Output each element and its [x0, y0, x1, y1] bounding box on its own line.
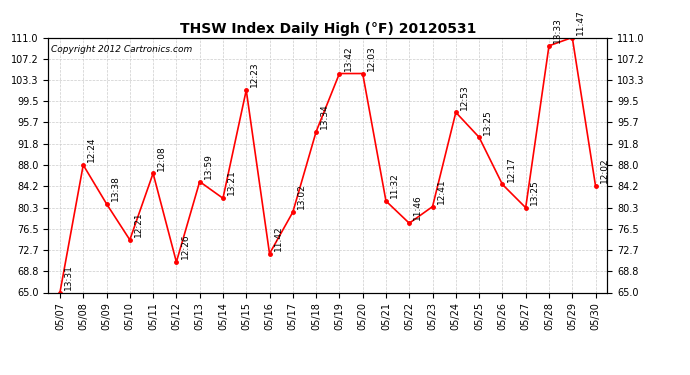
Title: THSW Index Daily High (°F) 20120531: THSW Index Daily High (°F) 20120531 [179, 22, 476, 36]
Text: 12:26: 12:26 [181, 234, 190, 259]
Text: 12:21: 12:21 [134, 211, 143, 237]
Text: 12:23: 12:23 [250, 62, 259, 87]
Text: 13:02: 13:02 [297, 184, 306, 209]
Text: 12:53: 12:53 [460, 84, 469, 110]
Text: 13:25: 13:25 [530, 179, 539, 205]
Text: 12:41: 12:41 [437, 178, 446, 204]
Text: 12:08: 12:08 [157, 145, 166, 171]
Text: 13:21: 13:21 [227, 170, 236, 195]
Text: 12:03: 12:03 [367, 45, 376, 71]
Text: 13:38: 13:38 [110, 175, 119, 201]
Text: 13:34: 13:34 [320, 103, 329, 129]
Text: 11:32: 11:32 [390, 172, 399, 198]
Text: 11:42: 11:42 [274, 225, 283, 251]
Text: Copyright 2012 Cartronics.com: Copyright 2012 Cartronics.com [51, 45, 193, 54]
Text: 12:24: 12:24 [88, 137, 97, 162]
Text: 13:33: 13:33 [553, 17, 562, 43]
Text: 12:02: 12:02 [600, 158, 609, 183]
Text: 13:59: 13:59 [204, 153, 213, 179]
Text: 12:17: 12:17 [506, 156, 515, 182]
Text: 13:42: 13:42 [344, 45, 353, 71]
Text: 13:31: 13:31 [64, 264, 73, 290]
Text: 13:25: 13:25 [483, 109, 492, 135]
Text: 11:47: 11:47 [576, 9, 585, 35]
Text: 11:46: 11:46 [413, 195, 422, 220]
